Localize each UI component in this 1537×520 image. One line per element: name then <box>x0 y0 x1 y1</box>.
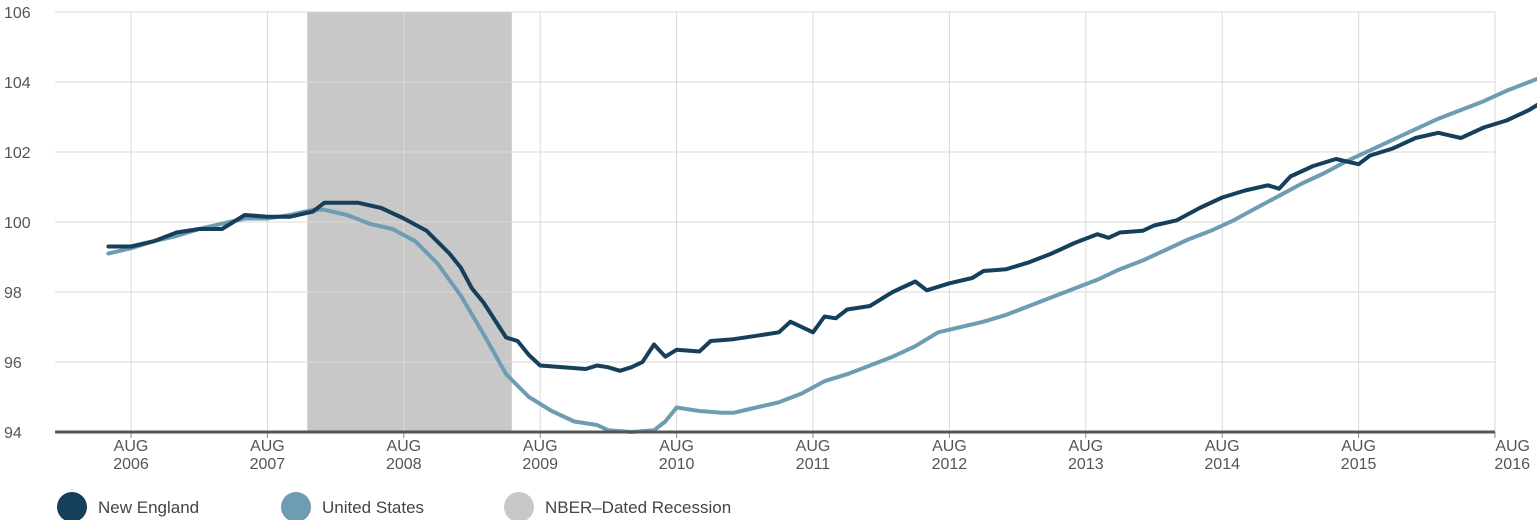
y-tick-label: 100 <box>4 215 31 232</box>
x-tick-year: 2009 <box>522 456 558 473</box>
series-line-new-england <box>106 102 1537 373</box>
y-tick-label: 94 <box>4 425 22 442</box>
legend-item-recession: NBER–Dated Recession <box>504 492 731 520</box>
x-tick-month: AUG <box>1341 438 1376 455</box>
legend-label-united-states: United States <box>322 498 424 517</box>
x-tick-year: 2006 <box>113 456 149 473</box>
x-axis-ticks: AUG2006AUG2007AUG2008AUG2009AUG2010AUG20… <box>113 432 1530 473</box>
x-tick-month: AUG <box>1495 438 1530 455</box>
legend-swatch-new-england <box>57 492 87 520</box>
legend-label-new-england: New England <box>98 498 199 517</box>
x-tick-month: AUG <box>796 438 831 455</box>
x-tick-year: 2014 <box>1204 456 1240 473</box>
x-tick-year: 2012 <box>932 456 968 473</box>
x-tick-year: 2008 <box>386 456 422 473</box>
x-tick-month: AUG <box>523 438 558 455</box>
x-tick-month: AUG <box>114 438 149 455</box>
y-tick-label: 104 <box>4 75 31 92</box>
x-tick-month: AUG <box>1068 438 1103 455</box>
x-tick-month: AUG <box>250 438 285 455</box>
x-tick-year: 2007 <box>250 456 286 473</box>
y-tick-label: 98 <box>4 285 22 302</box>
y-tick-label: 102 <box>4 145 31 162</box>
series-line-united-states <box>106 76 1537 434</box>
x-tick-month: AUG <box>1205 438 1240 455</box>
x-tick-month: AUG <box>386 438 421 455</box>
legend-swatch-united-states <box>281 492 311 520</box>
x-tick-year: 2015 <box>1341 456 1377 473</box>
x-tick-year: 2011 <box>796 456 831 473</box>
x-tick-month: AUG <box>932 438 967 455</box>
y-tick-label: 106 <box>4 5 31 22</box>
legend-item-united-states: United States <box>281 492 424 520</box>
y-tick-label: 96 <box>4 355 22 372</box>
series-lines <box>106 76 1537 434</box>
y-axis-ticks: 94 96 98 100 102 104 106 <box>4 5 31 442</box>
x-tick-year: 2013 <box>1068 456 1104 473</box>
legend-item-new-england: New England <box>57 492 199 520</box>
legend-label-recession: NBER–Dated Recession <box>545 498 731 517</box>
x-tick-year: 2010 <box>659 456 695 473</box>
legend: New England United States NBER–Dated Rec… <box>57 492 731 520</box>
legend-swatch-recession <box>504 492 534 520</box>
gridlines <box>55 11 1496 433</box>
x-tick-month: AUG <box>659 438 694 455</box>
x-tick-year: 2016 <box>1494 456 1530 473</box>
